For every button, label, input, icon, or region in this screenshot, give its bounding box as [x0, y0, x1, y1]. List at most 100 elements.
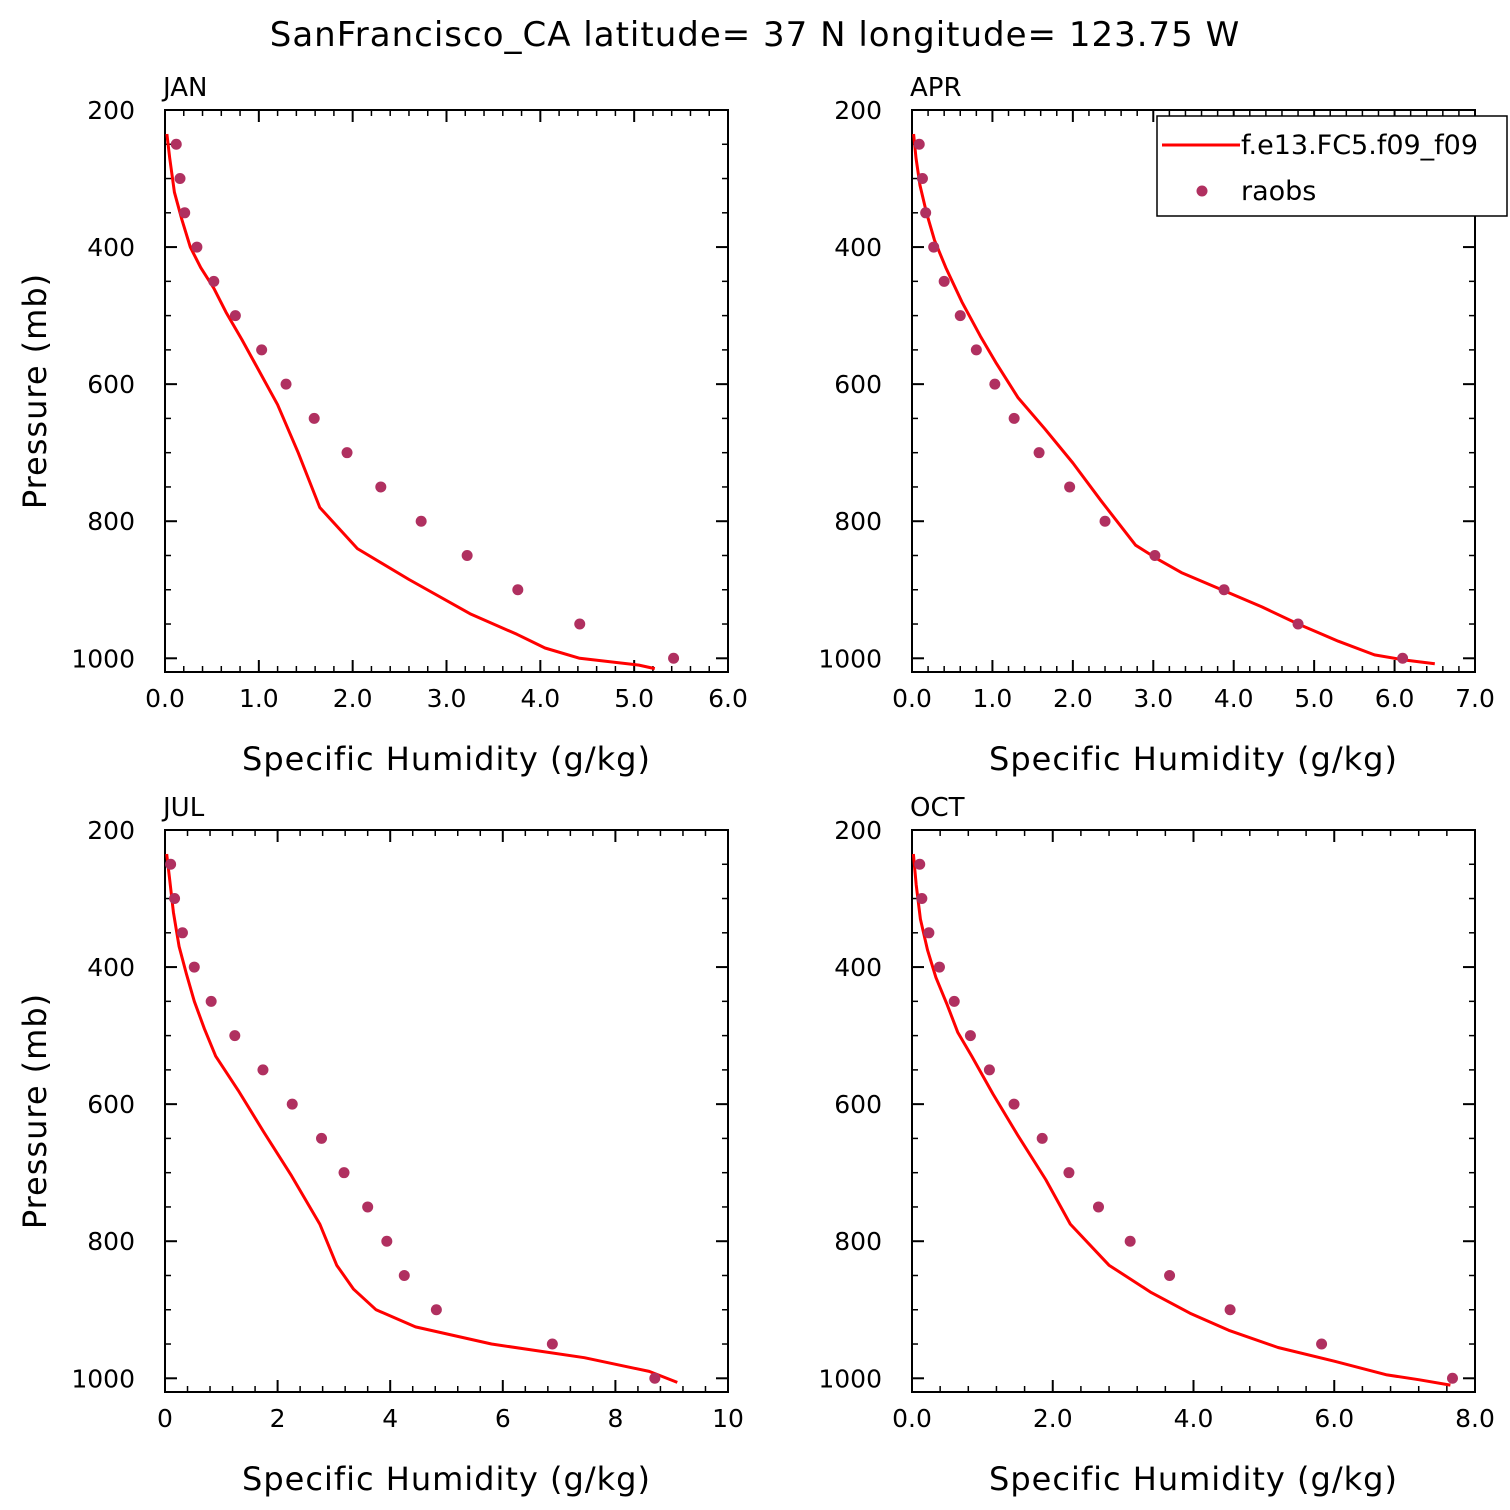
raobs-point	[923, 927, 935, 939]
x-tick-label: 2.0	[1033, 1404, 1073, 1433]
raobs-point	[280, 378, 292, 390]
y-tick-label: 400	[834, 953, 882, 982]
raobs-point	[461, 549, 473, 561]
legend-obs-label: raobs	[1241, 176, 1316, 207]
y-tick-label: 1000	[818, 1364, 882, 1393]
raobs-point	[948, 995, 960, 1007]
raobs-point	[913, 138, 925, 150]
raobs-point	[983, 1064, 995, 1076]
y-tick-label: 400	[834, 233, 882, 262]
raobs-point	[381, 1235, 393, 1247]
y-tick-label: 200	[834, 816, 882, 845]
raobs-point	[546, 1338, 558, 1350]
plot-frame	[164, 829, 729, 1393]
raobs-point	[668, 652, 680, 664]
model-line	[911, 853, 1451, 1387]
raobs-point	[1149, 549, 1161, 561]
raobs-point	[174, 173, 186, 185]
figure-title: SanFrancisco_CA latitude= 37 N longitude…	[270, 15, 1241, 55]
y-tick-label: 1000	[71, 1364, 135, 1393]
y-tick-label: 600	[834, 1090, 882, 1119]
x-tick-label: 6.0	[1375, 684, 1415, 713]
raobs-point	[362, 1201, 374, 1213]
raobs-point	[1292, 618, 1304, 630]
y-tick-label: 600	[87, 1090, 135, 1119]
plot-frame	[911, 829, 1476, 1393]
x-tick-label: 0	[157, 1404, 173, 1433]
y-tick-label: 800	[87, 1227, 135, 1256]
raobs-point	[989, 378, 1001, 390]
x-tick-label: 5.0	[614, 684, 654, 713]
raobs-point	[1033, 447, 1045, 459]
raobs-point	[916, 893, 928, 905]
x-tick-label: 4.0	[1214, 684, 1254, 713]
raobs-point	[229, 310, 241, 322]
raobs-point	[179, 207, 191, 219]
x-tick-label: 1.0	[239, 684, 279, 713]
x-tick-label: 0.0	[892, 684, 932, 713]
panel-oct: OCT 0.0 2.0 4.0 6.0 8.0 200 400 600 800 1000 Specif…	[818, 793, 1495, 1498]
x-tick-label: 6.0	[1314, 1404, 1354, 1433]
raobs-point	[338, 1167, 350, 1179]
y-axis-label: Pressure (mb)	[16, 273, 54, 509]
x-tick-label: 2	[270, 1404, 286, 1433]
x-tick-label: 4	[382, 1404, 398, 1433]
y-tick-label: 600	[834, 370, 882, 399]
raobs-point	[205, 995, 217, 1007]
panel-jan: JAN 0.0 1.0 2.0 3.0 4.0 5.0 6.0 200 400 600 800 1000…	[16, 73, 748, 778]
raobs-point	[1008, 1098, 1020, 1110]
x-tick-label: 8	[607, 1404, 623, 1433]
y-tick-label: 1000	[71, 644, 135, 673]
raobs-point	[176, 927, 188, 939]
y-tick-label: 200	[87, 816, 135, 845]
x-axis-label: Specific Humidity (g/kg)	[242, 1460, 651, 1498]
raobs-point	[1218, 584, 1230, 596]
x-tick-label: 0.0	[145, 684, 185, 713]
x-tick-label: 8.0	[1455, 1404, 1495, 1433]
raobs-point	[170, 138, 182, 150]
raobs-point	[208, 275, 220, 287]
raobs-point	[574, 618, 586, 630]
y-tick-label: 1000	[818, 644, 882, 673]
x-tick-label: 10	[712, 1404, 744, 1433]
y-tick-label: 400	[87, 233, 135, 262]
raobs-point	[1092, 1201, 1104, 1213]
raobs-point	[649, 1372, 661, 1384]
raobs-point	[188, 961, 200, 973]
raobs-point	[938, 275, 950, 287]
raobs-point	[256, 344, 268, 356]
raobs-point	[1124, 1235, 1136, 1247]
raobs-point	[1099, 515, 1111, 527]
raobs-point	[1397, 652, 1409, 664]
panel-label: JAN	[161, 73, 207, 103]
raobs-point	[229, 1030, 241, 1042]
legend-box	[1156, 115, 1508, 217]
x-tick-label: 2.0	[1053, 684, 1093, 713]
raobs-point	[970, 344, 982, 356]
x-tick-label: 3.0	[1133, 684, 1173, 713]
raobs-point	[964, 1030, 976, 1042]
x-tick-label: 4.0	[520, 684, 560, 713]
raobs-point	[165, 858, 177, 870]
panel-jul: JUL 0 2 4 6 8 10 200 400 600 800 1000 Specific Humid…	[16, 793, 744, 1498]
model-line	[912, 133, 1435, 666]
x-tick-label: 3.0	[427, 684, 467, 713]
raobs-point	[914, 858, 926, 870]
legend-obs-swatch	[1196, 185, 1208, 197]
raobs-point	[1008, 412, 1020, 424]
y-tick-label: 800	[834, 1227, 882, 1256]
model-line	[165, 133, 656, 671]
legend-model-label: f.e13.FC5.f09_f09	[1241, 130, 1478, 161]
panel-label: OCT	[910, 793, 965, 823]
raobs-point	[928, 241, 940, 253]
raobs-point	[954, 310, 966, 322]
x-tick-label: 1.0	[973, 684, 1013, 713]
model-line	[165, 853, 678, 1384]
raobs-point	[308, 412, 320, 424]
raobs-point	[1224, 1304, 1236, 1316]
plot-frame	[164, 109, 729, 673]
raobs-point	[512, 584, 524, 596]
